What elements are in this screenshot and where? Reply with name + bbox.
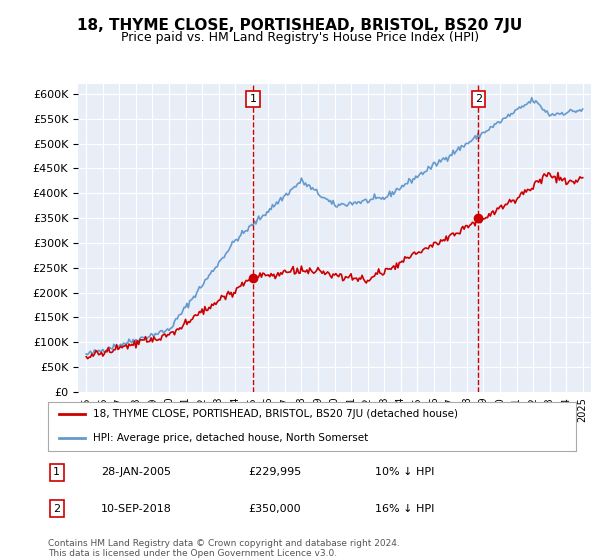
Text: 18, THYME CLOSE, PORTISHEAD, BRISTOL, BS20 7JU (detached house): 18, THYME CLOSE, PORTISHEAD, BRISTOL, BS…	[93, 409, 458, 419]
Text: 2: 2	[475, 94, 482, 104]
Text: 2: 2	[53, 504, 61, 514]
Text: 10-SEP-2018: 10-SEP-2018	[101, 504, 172, 514]
Text: £350,000: £350,000	[248, 504, 301, 514]
Text: Price paid vs. HM Land Registry's House Price Index (HPI): Price paid vs. HM Land Registry's House …	[121, 31, 479, 44]
Text: 16% ↓ HPI: 16% ↓ HPI	[376, 504, 435, 514]
Text: 1: 1	[53, 468, 60, 478]
Text: £229,995: £229,995	[248, 468, 302, 478]
Text: HPI: Average price, detached house, North Somerset: HPI: Average price, detached house, Nort…	[93, 433, 368, 444]
Text: Contains HM Land Registry data © Crown copyright and database right 2024.
This d: Contains HM Land Registry data © Crown c…	[48, 539, 400, 558]
Text: 28-JAN-2005: 28-JAN-2005	[101, 468, 171, 478]
Text: 10% ↓ HPI: 10% ↓ HPI	[376, 468, 435, 478]
Text: 1: 1	[250, 94, 257, 104]
Text: 18, THYME CLOSE, PORTISHEAD, BRISTOL, BS20 7JU: 18, THYME CLOSE, PORTISHEAD, BRISTOL, BS…	[77, 18, 523, 33]
